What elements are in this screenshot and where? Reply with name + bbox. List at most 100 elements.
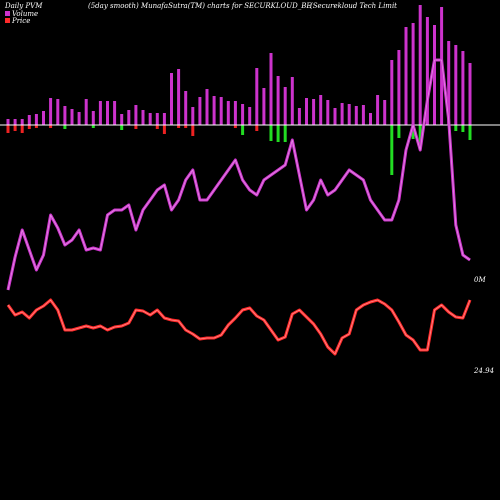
- diff-bar: [283, 125, 287, 142]
- diff-bar: [461, 125, 465, 132]
- volume-bar: [120, 114, 124, 125]
- volume-bar: [233, 101, 237, 125]
- legend-volume-label: Volume: [12, 10, 38, 18]
- legend-price-swatch: [5, 18, 10, 23]
- diff-bar: [91, 125, 95, 128]
- volume-bar: [326, 100, 330, 125]
- volume-bar: [361, 105, 365, 125]
- volume-bar: [248, 107, 252, 125]
- volume-bar: [27, 115, 31, 125]
- volume-bar: [226, 101, 230, 125]
- volume-bar: [347, 104, 351, 125]
- volume-line-group: [6, 58, 471, 291]
- volume-bar: [376, 95, 380, 125]
- volume-bar: [276, 76, 280, 125]
- volume-bar: [340, 103, 344, 125]
- diff-bars-group: [6, 125, 472, 175]
- volume-bar: [34, 114, 38, 125]
- volume-bar: [198, 97, 202, 125]
- volume-bar: [127, 110, 131, 125]
- price-line-glow: [6, 298, 472, 356]
- volume-bar: [354, 106, 358, 125]
- volume-bar: [56, 99, 60, 125]
- diff-bar: [177, 125, 181, 128]
- diff-bar: [27, 125, 31, 129]
- diff-bar: [418, 125, 422, 147]
- diff-bar: [49, 125, 53, 128]
- diff-bar: [34, 125, 38, 128]
- legend-volume-swatch: [5, 11, 10, 16]
- volume-bar: [70, 109, 74, 125]
- volume-bar: [205, 89, 209, 125]
- volume-bar: [461, 51, 465, 125]
- volume-end-label: 0M: [474, 276, 486, 284]
- volume-bar: [134, 105, 138, 125]
- diff-bar: [13, 125, 17, 131]
- header-center: (5day smooth) MunafaSutra(TM) charts for…: [88, 2, 312, 10]
- volume-bar: [170, 73, 173, 125]
- volume-bar: [141, 110, 145, 125]
- diff-bar: [276, 125, 280, 142]
- volume-bar: [369, 113, 372, 125]
- price-line: [7, 299, 471, 355]
- volume-bar: [191, 107, 195, 125]
- diff-bar: [241, 125, 245, 135]
- volume-line-glow: [6, 58, 471, 291]
- volume-bar: [262, 88, 266, 125]
- diff-bar: [20, 125, 24, 133]
- volume-bar: [241, 104, 245, 125]
- volume-bar: [91, 111, 95, 125]
- legend-price-label: Price: [11, 17, 30, 25]
- diff-bar: [134, 125, 138, 129]
- volume-bar: [255, 68, 259, 125]
- volume-bar: [297, 108, 301, 125]
- volume-bar: [290, 77, 294, 125]
- volume-bar: [305, 98, 308, 125]
- volume-bar: [269, 53, 273, 125]
- volume-bar: [383, 100, 387, 125]
- diff-bar: [184, 125, 188, 128]
- volume-bar: [63, 106, 67, 125]
- diff-bar: [397, 125, 401, 138]
- diff-bar: [6, 125, 10, 133]
- diff-bar: [468, 125, 472, 140]
- diff-bar: [120, 125, 124, 130]
- volume-bar: [418, 5, 422, 125]
- volume-bar: [6, 119, 10, 125]
- volume-bar: [113, 101, 117, 125]
- diff-bar: [454, 125, 458, 131]
- volume-bar: [312, 99, 316, 125]
- volume-bar: [454, 45, 458, 125]
- volume-line: [7, 59, 471, 291]
- volume-bar: [283, 87, 287, 125]
- volume-bar: [319, 95, 323, 125]
- diff-bar: [269, 125, 273, 141]
- volume-bar: [42, 111, 45, 125]
- volume-bar: [49, 98, 53, 125]
- volume-bar: [468, 63, 472, 125]
- volume-bar: [447, 41, 451, 125]
- header-left: Daily PVM: [4, 2, 43, 10]
- diff-bar: [390, 125, 394, 175]
- volume-bar: [77, 112, 81, 125]
- volume-bar: [433, 25, 436, 125]
- volume-bar: [162, 113, 166, 125]
- diff-bar: [155, 125, 159, 129]
- volume-bar: [184, 91, 188, 125]
- volume-bar: [148, 113, 152, 125]
- volume-bar: [212, 96, 216, 125]
- diff-bar: [255, 125, 259, 131]
- diff-bar: [63, 125, 67, 129]
- volume-bar: [219, 97, 223, 125]
- price-end-label: 24.94: [473, 367, 494, 375]
- price-line-group: [6, 298, 472, 356]
- volume-bar: [425, 17, 429, 125]
- volume-bar: [390, 60, 394, 125]
- volume-bar: [98, 101, 102, 125]
- volume-bar: [397, 50, 401, 125]
- volume-bar: [13, 119, 17, 125]
- volume-bar: [411, 23, 415, 125]
- volume-bar: [106, 101, 109, 125]
- volume-bar: [404, 27, 408, 125]
